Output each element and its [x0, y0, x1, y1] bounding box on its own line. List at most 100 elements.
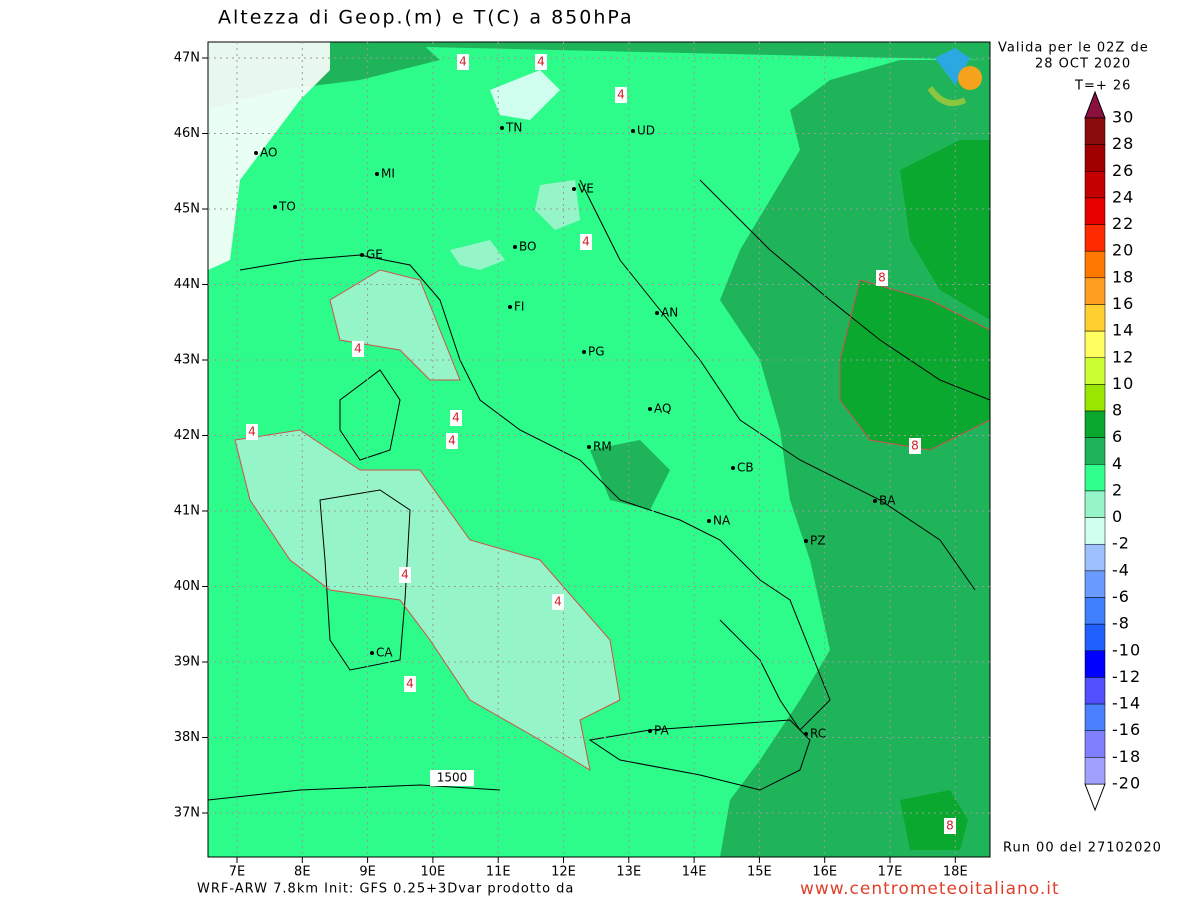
city-dot [587, 445, 591, 449]
legend-swatch [1084, 623, 1106, 652]
logo [927, 48, 982, 106]
contour-label-bg [457, 54, 469, 70]
lon-tick-label: 8E [294, 865, 311, 880]
legend-swatch [1084, 597, 1106, 625]
legend-swatch [1084, 277, 1106, 305]
legend-swatch [1084, 410, 1106, 438]
valid-date: 28 OCT 2020 [1035, 57, 1131, 72]
lat-tick-label: 43N [174, 353, 200, 368]
city-dot [273, 205, 277, 209]
city-label: TO [278, 200, 296, 214]
lat-tick-label: 38N [174, 730, 200, 745]
city-label: BO [519, 240, 536, 254]
valid-line: Valida per le 02Z de [998, 41, 1149, 56]
contour-label: 4 [617, 88, 625, 102]
city-dot [370, 651, 374, 655]
city-label: UD [637, 124, 655, 138]
geopotential-1500 [208, 784, 501, 801]
legend-label: -12 [1112, 667, 1141, 686]
lat-tick-label: 45N [174, 202, 200, 217]
lon-tick-label: 13E [616, 865, 641, 880]
city-dot [375, 172, 379, 176]
legend-top-triangle [1084, 90, 1106, 119]
lat-tick-label: 47N [174, 51, 200, 66]
graticule: 7E 8E 9E 10E 11E 12E 13E 14E 15E 16E 17E 18E 47N 46N 4… [174, 42, 990, 880]
city-dot [648, 407, 652, 411]
legend-swatch [1084, 250, 1106, 279]
field-cool [235, 430, 620, 770]
city-dot [360, 253, 364, 257]
city-dot [873, 499, 877, 503]
city-label: NA [713, 514, 731, 528]
legend-label: -2 [1112, 534, 1130, 553]
city-label: TN [505, 121, 522, 135]
contour-label-bg [580, 234, 592, 250]
legend-label: 2 [1112, 480, 1123, 499]
legend-label: -6 [1112, 587, 1130, 606]
contour-label: 4 [354, 342, 362, 356]
contour-label: 4 [554, 595, 562, 609]
contour-label-bg [909, 438, 921, 454]
legend-label: 26 [1112, 161, 1134, 180]
lon-tick-label: 11E [486, 865, 511, 880]
contour-label-bg [246, 424, 258, 440]
field-8c [900, 790, 968, 850]
coastline-west [239, 254, 831, 731]
run-info: Run 00 del 27102020 [1003, 841, 1162, 856]
map-title: Altezza di Geop.(m) e T(C) a 850hPa [218, 7, 634, 29]
legend-swatch [1084, 730, 1106, 758]
legend-label: 8 [1112, 401, 1123, 420]
corsica [339, 369, 401, 461]
field-cold [490, 70, 560, 120]
legend-swatch [1084, 517, 1106, 545]
legend-swatch [1084, 677, 1106, 705]
city-label: AQ [654, 402, 671, 416]
city-label: GE [366, 248, 383, 262]
contour-label-bg [352, 341, 364, 357]
city-dot [582, 350, 586, 354]
contour-label-bg [876, 270, 888, 286]
model-info: WRF-ARW 7.8km Init: GFS 0.25+3Dvar prodo… [197, 882, 574, 897]
legend-swatch [1084, 490, 1106, 518]
legend-label: 4 [1112, 454, 1123, 473]
field-warm [208, 42, 990, 857]
legend-swatch [1084, 197, 1106, 225]
legend-swatch [1084, 224, 1106, 252]
lon-tick-label: 17E [878, 865, 903, 880]
contour-label: 4 [459, 55, 467, 69]
lat-tick-label: 42N [174, 428, 200, 443]
map-frame [207, 41, 991, 858]
contour-label-bg [450, 410, 462, 426]
contour-label-bg [535, 54, 547, 70]
legend-label: 28 [1112, 134, 1134, 153]
isotherm [839, 279, 990, 451]
city-dot [804, 732, 808, 736]
lon-tick-label: 10E [421, 865, 446, 880]
legend-swatch [1084, 570, 1106, 598]
lon-tick-label: 14E [682, 865, 707, 880]
city-dot [655, 311, 659, 315]
isotherm [234, 429, 621, 772]
places: AO MI TO GE TN UD VE BO FI AN PG AQ RM CB BA NA PZ CA PA RC… [246, 54, 956, 834]
legend-label: 30 [1112, 108, 1134, 127]
legend-swatch [1084, 357, 1106, 385]
legend-label: 12 [1112, 347, 1134, 366]
lon-tick-label: 15E [747, 865, 772, 880]
city-label: CA [376, 646, 393, 660]
legend-label: -18 [1112, 747, 1141, 766]
contour-label: 8 [946, 819, 954, 833]
map-field [208, 42, 990, 857]
legend-label: 0 [1112, 507, 1123, 526]
legend-label: -8 [1112, 614, 1130, 633]
city-label: PZ [810, 534, 825, 548]
city-dot [731, 466, 735, 470]
city-label: FI [514, 300, 524, 314]
lon-tick-label: 16E [812, 865, 837, 880]
coastline-balkan [699, 179, 990, 401]
city-label: BA [879, 494, 896, 508]
legend-swatch [1084, 703, 1106, 731]
legend-swatch [1084, 144, 1106, 172]
contour-label-bg [615, 87, 627, 103]
city-label: RC [810, 727, 826, 741]
contour-label: 4 [582, 235, 590, 249]
